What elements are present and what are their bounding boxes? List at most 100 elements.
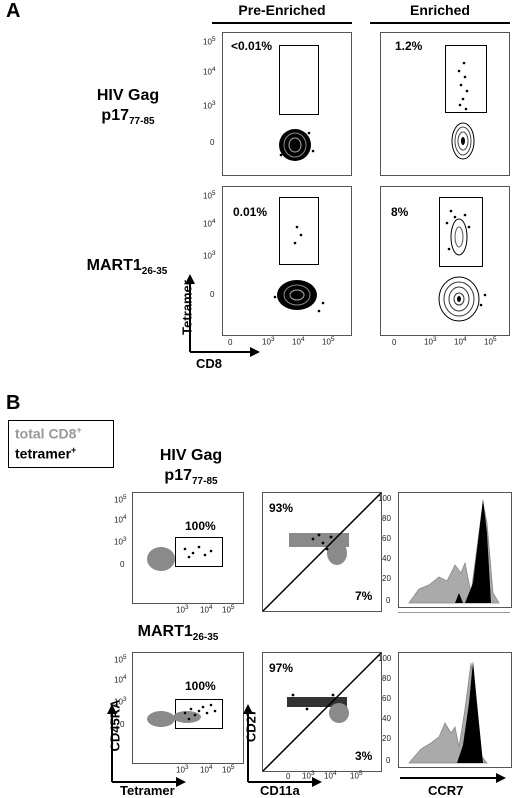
tetramer-gate — [175, 537, 223, 567]
x-tick: 0 — [286, 772, 291, 781]
x-tick: 105 — [222, 764, 235, 775]
histogram — [408, 661, 488, 764]
quadrant-top-percentage: 97% — [269, 661, 294, 675]
y-axis-label-cd45ra: CD45RA — [107, 699, 123, 752]
plot-mart1-enriched: 8% — [380, 186, 510, 336]
gate-percentage: 1.2% — [395, 39, 423, 53]
gate-percentage: 100% — [185, 519, 216, 533]
y-tick: 104 — [114, 674, 127, 685]
x-tick: 104 — [324, 770, 337, 781]
y-tick: 104 — [114, 514, 127, 525]
quadrant-bottom-percentage: 7% — [355, 589, 373, 603]
scatter-plot — [147, 703, 217, 727]
tetramer-gate — [439, 197, 483, 267]
x-tick: 103 — [424, 336, 437, 347]
y-tick: 0 — [210, 138, 215, 147]
y-tick: 0 — [120, 560, 125, 569]
y-tick: 105 — [203, 36, 216, 47]
row-label-hiv-gag: HIV Gag p1777-85 — [159, 447, 223, 488]
x-tick: 105 — [222, 604, 235, 615]
y-tick: 0 — [210, 290, 215, 299]
x-tick: 103 — [302, 770, 315, 781]
y-tick: 103 — [203, 250, 216, 261]
contour-plot — [273, 225, 325, 313]
x-tick: 103 — [176, 764, 189, 775]
y-tick: 0 — [386, 596, 391, 605]
y-tick: 0 — [120, 720, 125, 729]
y-axis-label-cd27: CD27 — [243, 708, 259, 743]
x-tick: 105 — [350, 770, 363, 781]
legend-total-cd8: total CD8+ — [15, 425, 82, 442]
quadrant-top-percentage: 93% — [269, 501, 294, 515]
plot-mart1-ccr7-histogram — [398, 652, 512, 768]
y-tick: 60 — [382, 534, 391, 543]
panel-a-letter: A — [6, 0, 21, 22]
axis-arrows-plot1 — [107, 704, 186, 787]
y-tick: 80 — [382, 674, 391, 683]
x-tick: 104 — [200, 604, 213, 615]
contour-plot — [438, 209, 487, 322]
axis-arrows — [185, 274, 260, 357]
y-tick: 40 — [382, 714, 391, 723]
panel-b-letter: B — [6, 392, 21, 414]
x-tick: 104 — [200, 764, 213, 775]
scatter-plot — [262, 492, 382, 612]
y-tick: 105 — [114, 654, 127, 665]
gate-percentage: 100% — [185, 679, 216, 693]
y-tick: 40 — [382, 554, 391, 563]
plot-hiv-enriched: 1.2% — [380, 32, 510, 176]
legend-box: total CD8+ tetramer+ — [8, 420, 114, 468]
x-tick: 105 — [322, 336, 335, 347]
tetramer-gate — [445, 45, 487, 113]
y-tick: 20 — [382, 734, 391, 743]
column-underline — [370, 22, 510, 24]
quadrant-bottom-percentage: 3% — [355, 749, 373, 763]
gate-percentage: 0.01% — [233, 205, 268, 219]
row-label-mart1: MART126-35 — [137, 623, 219, 644]
x-tick: 103 — [262, 336, 275, 347]
y-tick: 105 — [114, 494, 127, 505]
x-tick: 105 — [484, 336, 497, 347]
tetramer-gate — [279, 197, 319, 265]
plot-hiv-cd45ra-tetramer: 100% — [132, 492, 244, 604]
axis-arrows-plot2 — [243, 704, 322, 787]
column-title-enriched: Enriched — [410, 2, 470, 18]
gate-percentage: 8% — [391, 205, 409, 219]
row-label-mart1: MART126-35 — [86, 257, 168, 278]
contour-plot — [451, 61, 475, 160]
y-axis-label-tetramer: Tetramer — [179, 280, 195, 335]
axis-arrow-plot3 — [400, 773, 506, 783]
x-tick: 0 — [392, 338, 397, 347]
plot-mart1-pre-enriched: 0.01% — [222, 186, 352, 336]
x-tick: 103 — [176, 604, 189, 615]
histogram — [408, 499, 500, 604]
x-tick: 104 — [454, 336, 467, 347]
y-tick: 103 — [114, 536, 127, 547]
y-tick: 0 — [386, 756, 391, 765]
column-underline — [212, 22, 352, 24]
plot-mart1-cd27-cd11a: 97% 3% — [262, 652, 382, 772]
plot-hiv-pre-enriched: <0.01% — [222, 32, 352, 176]
plot-mart1-cd45ra-tetramer: 100% — [132, 652, 244, 764]
scatter-plot — [262, 652, 382, 772]
plot-hiv-cd27-cd11a: 93% 7% — [262, 492, 382, 612]
y-tick: 100 — [378, 654, 392, 663]
y-tick: 103 — [203, 100, 216, 111]
row-label-hiv-gag: HIV Gag p1777-85 — [96, 87, 160, 128]
x-axis-label-tetramer: Tetramer — [120, 783, 175, 798]
y-tick: 104 — [203, 218, 216, 229]
y-tick: 20 — [382, 574, 391, 583]
x-axis-label-ccr7: CCR7 — [428, 783, 464, 798]
x-axis-label-cd11a: CD11a — [260, 783, 300, 798]
histogram-baseline — [398, 612, 510, 613]
y-tick: 80 — [382, 514, 391, 523]
plot-hiv-ccr7-histogram — [398, 492, 512, 608]
tetramer-gate — [279, 45, 319, 115]
y-tick: 104 — [203, 66, 216, 77]
legend-tetramer: tetramer+ — [15, 445, 77, 462]
scatter-plot — [147, 545, 213, 571]
x-tick: 0 — [228, 338, 233, 347]
x-axis-label-cd8: CD8 — [196, 356, 223, 371]
y-tick: 105 — [203, 190, 216, 201]
x-tick: 104 — [292, 336, 305, 347]
